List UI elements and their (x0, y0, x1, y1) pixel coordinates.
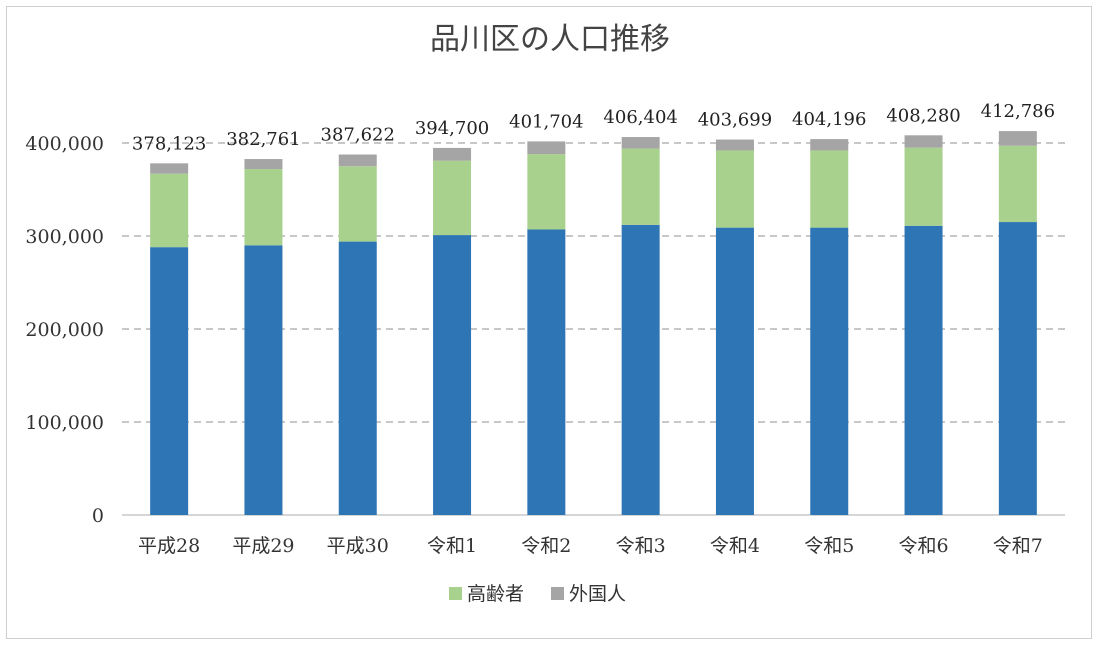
bar-segment-0 (715, 227, 754, 515)
bar-segment-2 (621, 137, 660, 149)
bar-segment-1 (527, 154, 566, 230)
bar-segment-1 (904, 147, 943, 226)
total-data-label: 404,196 (792, 109, 866, 130)
bar-segment-0 (150, 247, 189, 515)
y-axis-labels: 0 100,000 200,000 300,000 400,000 (25, 133, 104, 527)
bar-segment-0 (244, 245, 283, 516)
bar-segment-0 (338, 241, 377, 515)
total-data-label: 401,704 (509, 111, 583, 132)
bar-segment-2 (433, 147, 472, 161)
bar-segment-2 (715, 139, 754, 151)
x-tick-label: 令和3 (616, 535, 666, 557)
bar-segment-1 (338, 166, 377, 242)
bar-segment-2 (244, 159, 283, 170)
total-data-label: 406,404 (603, 107, 677, 128)
x-tick-label: 令和4 (710, 535, 760, 557)
chart-title: 品川区の人口推移 (430, 22, 670, 57)
bar-segment-2 (810, 139, 849, 151)
x-tick-label: 平成28 (138, 535, 200, 557)
legend-label: 高齢者 (467, 583, 524, 605)
bar-segment-1 (150, 173, 189, 248)
legend-label: 外国人 (569, 583, 626, 605)
x-tick-label: 令和7 (993, 535, 1043, 557)
legend: 高齢者 外国人 (449, 583, 626, 605)
total-data-label: 394,700 (415, 118, 489, 139)
x-tick-label: 平成30 (327, 535, 389, 557)
y-tick-label: 400,000 (25, 133, 104, 155)
bars (150, 131, 1037, 516)
bar-segment-0 (433, 235, 472, 515)
bar-segment-1 (621, 148, 660, 225)
bar-segment-0 (810, 227, 849, 515)
x-tick-label: 令和5 (804, 535, 854, 557)
x-axis-labels: 平成28 平成29 平成30 令和1 令和2 令和3 令和4 令和5 令和6 令和7 (138, 535, 1043, 557)
bar-segment-1 (810, 150, 849, 228)
population-chart: 品川区の人口推移 0 100,000 200,000 300,000 400,000 3… (25, 22, 1065, 605)
chart-frame: 品川区の人口推移 0 100,000 200,000 300,000 400,000 3… (6, 6, 1092, 639)
bar-segment-2 (150, 163, 189, 174)
y-tick-label: 300,000 (25, 226, 104, 248)
bar-segment-2 (338, 154, 377, 167)
bar-segment-1 (433, 160, 472, 236)
bar-segment-1 (998, 145, 1037, 223)
bar-segment-0 (527, 229, 566, 516)
bar-segment-1 (244, 169, 283, 246)
bar-segment-2 (904, 135, 943, 148)
y-tick-label: 0 (92, 505, 104, 527)
bar-segment-2 (527, 141, 566, 155)
x-tick-label: 令和2 (521, 535, 571, 557)
total-data-label: 412,786 (981, 101, 1055, 122)
x-tick-label: 令和1 (427, 535, 477, 557)
bar-segment-2 (998, 131, 1037, 146)
bar-segment-0 (998, 222, 1037, 516)
total-data-label: 387,622 (321, 125, 395, 146)
y-tick-label: 100,000 (25, 412, 104, 434)
bar-segment-1 (715, 150, 754, 228)
data-labels: 378,123 382,761 387,622 394,700 401,704 406,4… (132, 101, 1055, 154)
total-data-label: 378,123 (132, 133, 206, 154)
total-data-label: 403,699 (698, 110, 772, 131)
y-tick-label: 200,000 (25, 319, 104, 341)
x-tick-label: 平成29 (232, 535, 294, 557)
x-tick-label: 令和6 (899, 535, 949, 557)
legend-swatch (449, 587, 462, 600)
bar-segment-0 (621, 224, 660, 515)
total-data-label: 382,761 (226, 129, 300, 150)
legend-swatch (551, 587, 564, 600)
total-data-label: 408,280 (886, 105, 960, 126)
bar-segment-0 (904, 225, 943, 515)
